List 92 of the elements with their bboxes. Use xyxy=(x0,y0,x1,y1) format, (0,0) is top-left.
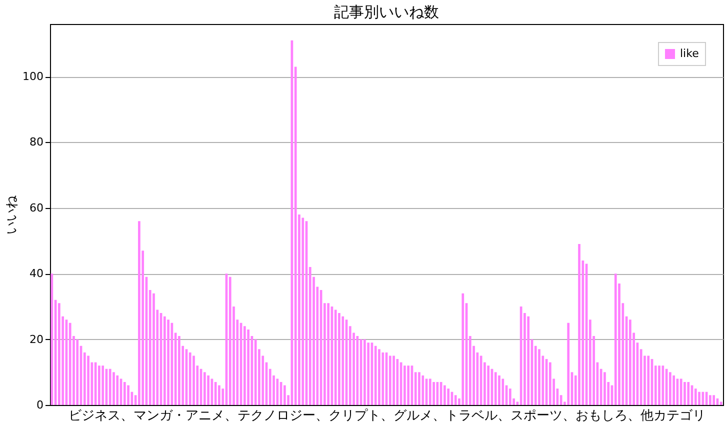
bar xyxy=(447,388,450,405)
bar xyxy=(163,316,166,405)
x-axis-title: ビジネス、マンガ・アニメ、テクノロジー、クリプト、グルメ、トラベル、スポーツ、おもしろ、他カテゴリ xyxy=(68,408,706,424)
bar xyxy=(698,392,700,405)
bar xyxy=(247,329,250,405)
bar xyxy=(108,368,112,405)
bar xyxy=(668,372,672,405)
bar xyxy=(102,366,104,405)
bar xyxy=(342,316,344,405)
bar xyxy=(502,378,504,405)
bar xyxy=(283,385,286,405)
bar xyxy=(218,385,220,405)
bar xyxy=(428,378,432,405)
bar xyxy=(694,388,697,405)
bar xyxy=(210,378,214,405)
y-tick-label: 100 xyxy=(22,70,44,84)
bar xyxy=(363,339,366,405)
bar xyxy=(578,244,580,405)
bar xyxy=(192,356,195,405)
bar xyxy=(538,349,540,405)
bar xyxy=(712,395,715,405)
bar xyxy=(98,366,100,405)
y-tick-label: 20 xyxy=(30,332,44,346)
bar xyxy=(462,293,464,405)
bar xyxy=(378,349,380,405)
bar xyxy=(138,221,140,405)
bar xyxy=(407,366,410,405)
bar xyxy=(567,322,570,405)
bar xyxy=(614,274,617,405)
bar xyxy=(127,385,130,405)
bar xyxy=(388,356,392,405)
bar xyxy=(167,320,170,405)
bar xyxy=(687,382,690,405)
chart-title: 記事別いいね数 xyxy=(334,3,439,21)
bar xyxy=(436,382,439,405)
bar xyxy=(254,339,257,405)
bar xyxy=(418,372,420,405)
bar xyxy=(720,402,722,405)
bar xyxy=(228,276,232,405)
legend-label: like xyxy=(680,47,700,60)
y-tick-label: 60 xyxy=(30,201,44,214)
bar xyxy=(628,320,632,405)
bar xyxy=(68,322,72,405)
bar xyxy=(444,385,446,405)
bar xyxy=(170,322,174,405)
bar xyxy=(422,375,424,405)
bar xyxy=(178,336,180,405)
y-tick-label: 0 xyxy=(36,398,44,412)
y-tick-label: 40 xyxy=(30,267,44,280)
bar xyxy=(604,372,606,405)
bar xyxy=(527,316,530,405)
bar xyxy=(548,362,552,405)
bar xyxy=(680,378,682,405)
bar xyxy=(302,218,304,405)
bar xyxy=(327,303,330,405)
bar xyxy=(243,326,246,405)
bar xyxy=(672,375,675,405)
bar xyxy=(684,382,686,405)
bar xyxy=(498,375,500,405)
bar xyxy=(454,395,457,405)
y-axis-title: いいね xyxy=(4,194,20,234)
bar xyxy=(432,382,435,405)
bar xyxy=(396,359,399,405)
bar xyxy=(382,352,384,405)
bar xyxy=(123,382,126,405)
bar xyxy=(334,310,337,405)
bar xyxy=(276,378,279,405)
bar xyxy=(647,356,650,405)
bar xyxy=(50,274,54,405)
bar xyxy=(392,356,395,405)
bar xyxy=(152,293,155,405)
bar xyxy=(207,375,210,405)
bar xyxy=(356,336,359,405)
bar xyxy=(404,366,406,405)
bar xyxy=(658,366,660,405)
bar xyxy=(508,388,512,405)
bar xyxy=(112,372,115,405)
bar xyxy=(494,372,497,405)
y-tick-label: 80 xyxy=(30,136,44,149)
bar xyxy=(709,395,712,405)
bar xyxy=(367,342,370,405)
bar xyxy=(338,313,340,405)
bar xyxy=(203,372,206,405)
bar xyxy=(662,366,664,405)
bar xyxy=(76,339,79,405)
bar xyxy=(702,392,704,405)
bar xyxy=(188,352,192,405)
bar xyxy=(58,303,60,405)
bar xyxy=(87,356,90,405)
bar xyxy=(374,346,377,405)
bar xyxy=(487,366,490,405)
bar xyxy=(116,375,119,405)
